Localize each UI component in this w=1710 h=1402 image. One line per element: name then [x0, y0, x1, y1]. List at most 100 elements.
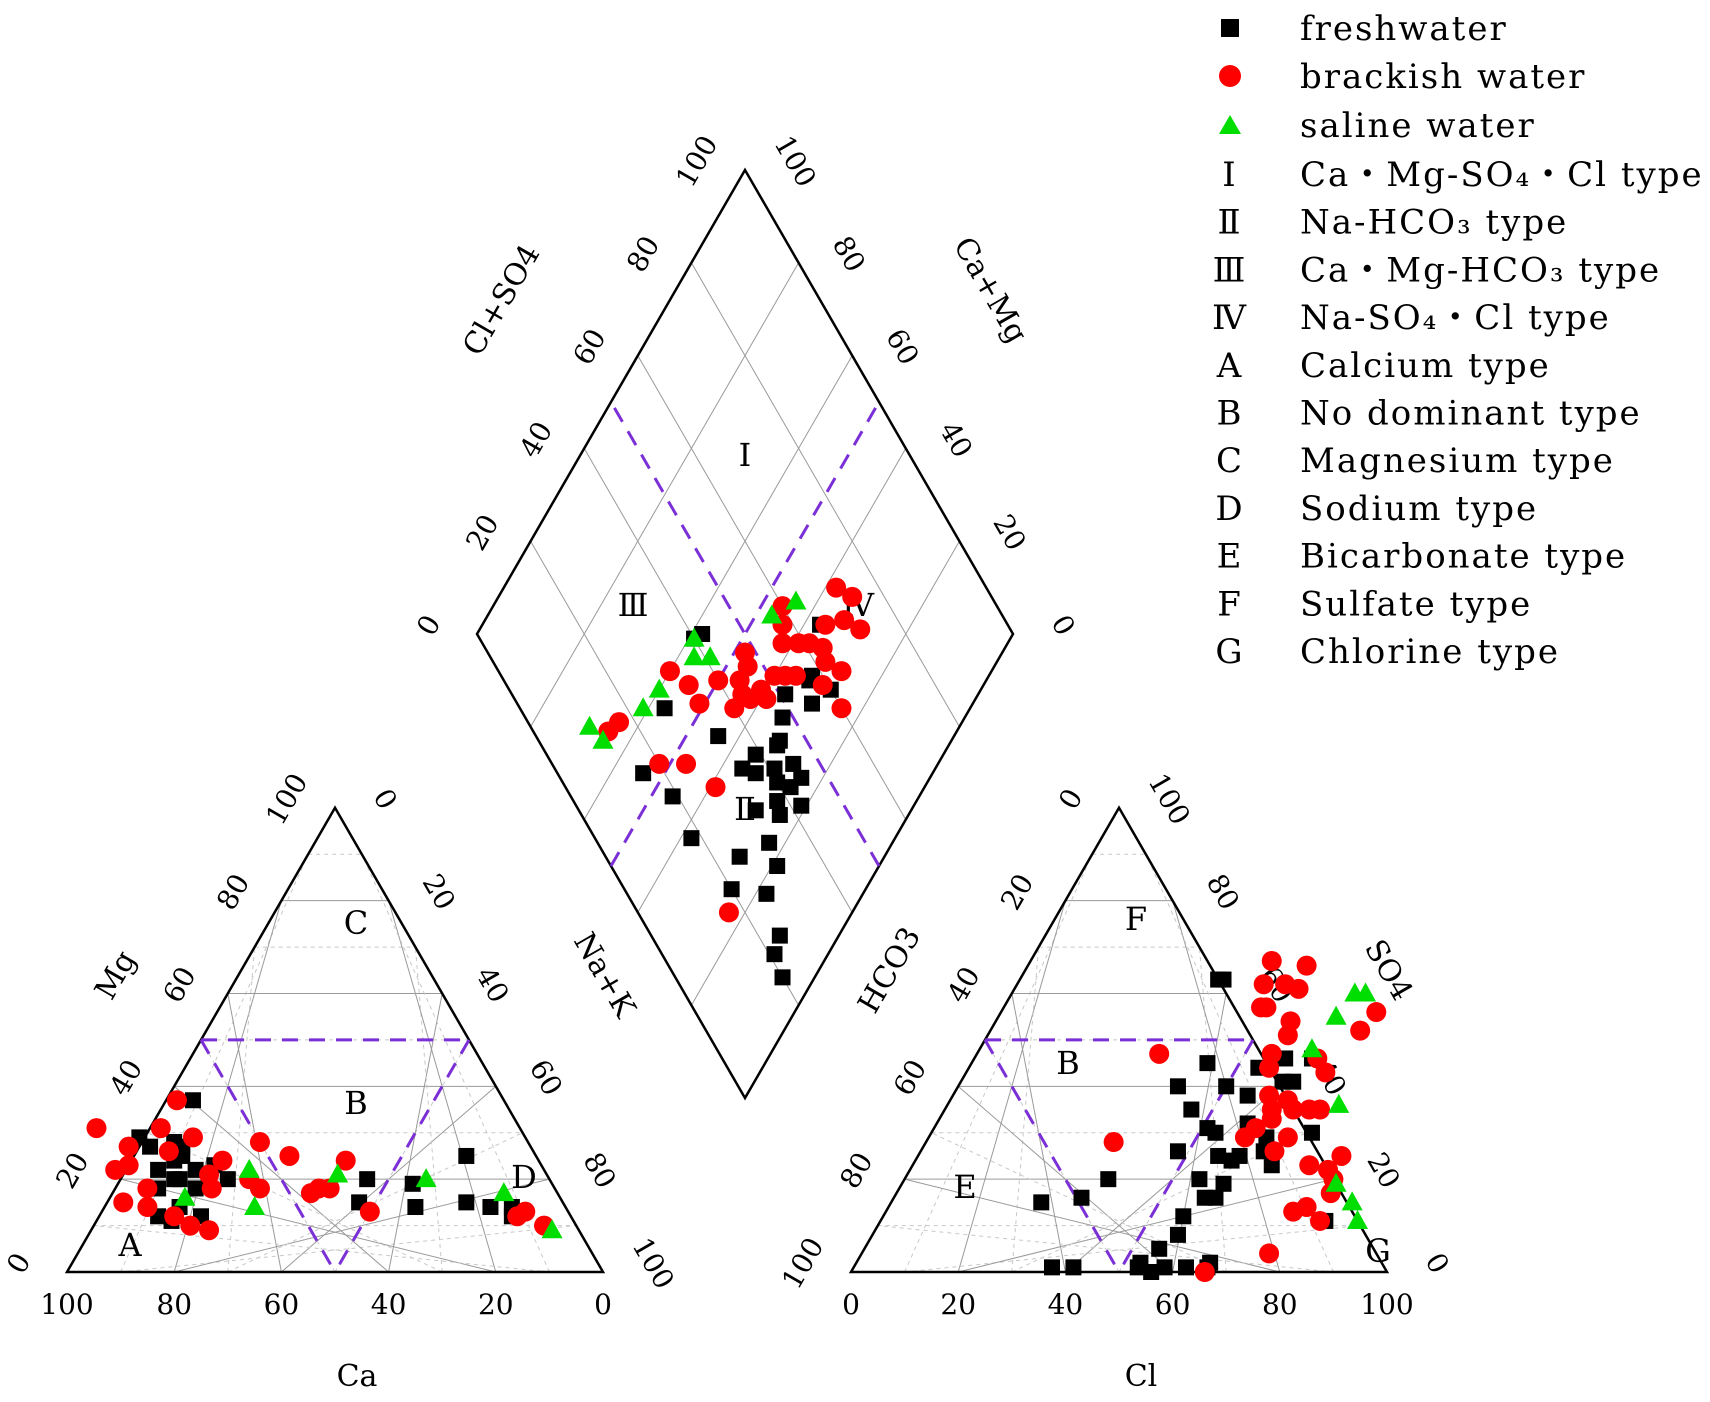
diamond-boundary — [609, 401, 881, 867]
cation-point-freshwater — [184, 1092, 201, 1109]
diamond-gridline — [583, 355, 853, 820]
diamond-right-tick: 80 — [826, 230, 872, 277]
anion-left-tick: 0 — [1052, 783, 1089, 815]
cation-point-brackish — [105, 1159, 126, 1180]
cation-left-axis-title: Mg — [88, 945, 143, 1006]
anion-point-freshwater — [1239, 1087, 1256, 1104]
legend-marker-brackish — [1219, 65, 1241, 87]
diamond-point-brackish — [831, 698, 852, 719]
diamond-point-brackish — [826, 577, 847, 598]
diamond-point-saline — [761, 604, 783, 624]
diamond-gridline — [690, 540, 960, 1006]
diamond-point-freshwater — [747, 802, 764, 819]
legend-type-symbol: Ⅲ — [1213, 250, 1248, 290]
cation-point-brackish — [137, 1178, 158, 1199]
cation-point-freshwater — [458, 1147, 475, 1164]
diamond-point-freshwater — [747, 746, 764, 763]
cation-bottom-tick: 40 — [371, 1288, 407, 1321]
anion-point-freshwater — [1231, 1147, 1248, 1164]
diamond-point-brackish — [788, 633, 809, 654]
anion-left-tick: 20 — [994, 868, 1040, 915]
diamond-point-brackish — [735, 642, 755, 663]
anion-boundary — [983, 1039, 1121, 1273]
diamond-point-freshwater — [785, 755, 802, 772]
cation-point-brackish — [164, 1206, 185, 1227]
cation-point-brackish — [359, 1201, 380, 1222]
cation-point-freshwater — [171, 1171, 188, 1188]
diamond-point-brackish — [772, 596, 793, 617]
diamond-point-freshwater — [683, 830, 700, 847]
anion-point-brackish — [1264, 1141, 1285, 1162]
diamond-point-brackish — [724, 698, 745, 719]
diamond-left-axis-title: Cl+SO4 — [456, 239, 547, 362]
cation-point-saline — [238, 1158, 260, 1178]
legend-type-symbol: D — [1215, 489, 1244, 529]
diamond-point-brackish — [834, 610, 855, 631]
diamond-point-brackish — [659, 661, 680, 682]
anion-point-freshwater — [1207, 1124, 1224, 1141]
anion-point-freshwater — [1303, 1124, 1320, 1141]
cation-bottom-tick: 100 — [40, 1288, 93, 1321]
cation-point-brackish — [279, 1145, 300, 1166]
anion-point-freshwater — [1178, 1259, 1194, 1276]
anion-point-freshwater — [1191, 1171, 1208, 1188]
region-label-diamond-III: Ⅲ — [618, 586, 649, 624]
cation-point-brackish — [137, 1197, 158, 1218]
cation-point-freshwater — [359, 1171, 376, 1188]
anion-point-freshwater — [1156, 1259, 1173, 1276]
legend-type-label: Ca・Mg-HCO₃ type — [1300, 250, 1661, 290]
anion-point-brackish — [1310, 1210, 1330, 1231]
region-label-anion-G: G — [1365, 1232, 1391, 1270]
cation-point-freshwater — [187, 1180, 204, 1197]
cation-gridline — [388, 993, 443, 1273]
legend-type-symbol: E — [1217, 537, 1244, 577]
cation-left-tick: 20 — [49, 1147, 95, 1194]
legend-type-symbol: C — [1216, 441, 1244, 481]
cation-point-brackish — [113, 1192, 134, 1213]
diamond-point-freshwater — [769, 858, 786, 874]
anion-gridline — [957, 1085, 1173, 1273]
cation-bottom-tick: 80 — [156, 1288, 192, 1321]
diamond-point-freshwater — [731, 848, 748, 865]
anion-bottom-axis-title: Cl — [1125, 1359, 1158, 1394]
cation-point-brackish — [201, 1178, 222, 1199]
anion-point-brackish — [1366, 1002, 1387, 1023]
legend-type-label: Calcium type — [1300, 346, 1551, 386]
legend-type-label: Sulfate type — [1300, 584, 1532, 624]
cation-right-tick: 80 — [576, 1147, 622, 1194]
cation-point-brackish — [249, 1132, 270, 1153]
anion-point-freshwater — [1129, 1259, 1146, 1276]
legend-type-symbol: B — [1217, 394, 1244, 434]
legend-type-symbol: G — [1215, 632, 1244, 672]
anion-point-saline — [1325, 1005, 1347, 1025]
legend-label-saline: saline water — [1300, 106, 1536, 146]
diamond-point-freshwater — [774, 709, 791, 726]
cation-point-freshwater — [482, 1199, 499, 1216]
legend-type-label: Sodium type — [1300, 489, 1538, 529]
anion-point-brackish — [1194, 1262, 1215, 1282]
anion-point-saline — [1341, 1191, 1363, 1211]
diamond-point-brackish — [718, 902, 739, 923]
anion-point-brackish — [1310, 1099, 1330, 1120]
diamond-point-brackish — [772, 633, 793, 654]
cation-right-tick: 40 — [469, 961, 515, 1008]
anion-left-tick: 40 — [940, 961, 986, 1008]
region-label-diamond-II: Ⅱ — [734, 790, 756, 828]
diamond-right-tick: 20 — [986, 509, 1032, 556]
anion-right-tick: 0 — [1418, 1247, 1455, 1279]
anion-gridline — [1198, 947, 1227, 1273]
diamond-point-brackish — [678, 675, 699, 696]
cation-bottom-axis-title: Ca — [337, 1359, 378, 1394]
anion-left-axis-title: HCO3 — [851, 921, 928, 1019]
cation-point-freshwater — [407, 1199, 424, 1216]
anion-gridline — [1172, 993, 1227, 1273]
diamond-point-saline — [579, 715, 601, 735]
cation-point-freshwater — [219, 1171, 236, 1188]
diamond-point-brackish — [812, 675, 833, 696]
anion-point-brackish — [1251, 997, 1272, 1018]
cation-right-tick: 60 — [523, 1054, 569, 1101]
anion-point-brackish — [1103, 1132, 1124, 1153]
cation-gridline — [173, 1085, 389, 1273]
anion-bottom-tick: 20 — [940, 1288, 976, 1321]
diamond-point-freshwater — [777, 686, 794, 703]
